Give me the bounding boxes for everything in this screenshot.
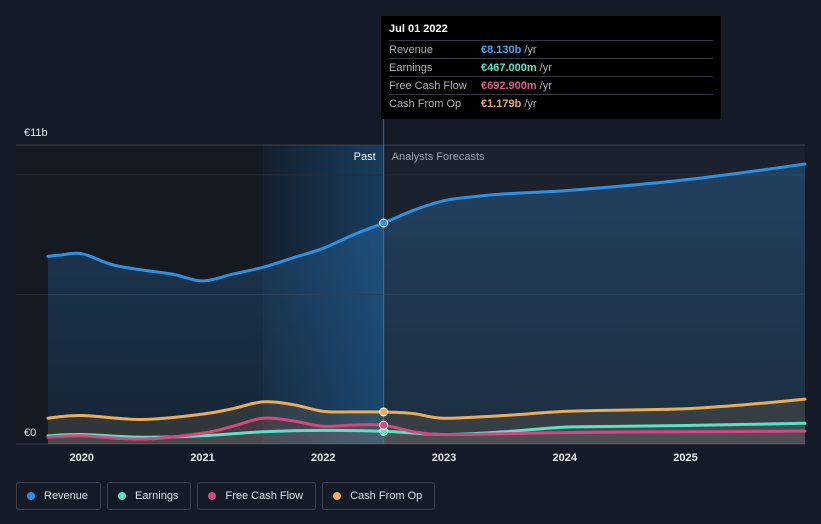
legend-dot-icon — [27, 492, 35, 500]
analysts-forecasts-label: Analysts Forecasts — [392, 151, 485, 163]
legend-item-revenue[interactable]: Revenue — [16, 482, 102, 510]
tooltip-series-name: Cash From Op — [389, 97, 462, 110]
tooltip-series-name: Free Cash Flow — [389, 79, 467, 92]
tooltip-row-earnings: Earnings €467.000m/yr — [389, 58, 713, 76]
legend-dot-icon — [118, 492, 127, 500]
legend-label: Free Cash Flow — [225, 490, 304, 502]
tooltip-series-unit: /yr — [524, 43, 537, 56]
legend-item-free-cash-flow[interactable]: Free Cash Flow — [197, 482, 317, 510]
cash-from-op-line — [46, 397, 807, 422]
hover-markers — [379, 218, 389, 436]
revenue-area — [48, 164, 805, 444]
earnings-area — [48, 423, 805, 444]
y-tick-label-max: €11b — [24, 127, 48, 139]
tooltip-series-value: €692.900m — [481, 79, 537, 92]
cash-from-op-marker — [379, 407, 389, 417]
legend-item-earnings[interactable]: Earnings — [107, 482, 192, 510]
tooltip-series-name: Revenue — [389, 43, 434, 56]
tooltip-row-cash-from-op: Cash From Op €1.179b/yr — [389, 94, 713, 112]
tooltip-series-value: €467.000m — [481, 61, 537, 74]
tooltip-series-unit: /yr — [539, 61, 552, 74]
data-tooltip: Jul 01 2022 Revenue €8.130b/yr Earnings €46… — [381, 16, 721, 119]
legend-label: Cash From Op — [350, 490, 423, 502]
revenue-marker — [379, 218, 389, 228]
tooltip-row-free-cash-flow: Free Cash Flow €692.900m/yr — [389, 76, 713, 94]
y-tick-label-min: €0 — [24, 427, 36, 439]
series-lines — [46, 162, 807, 441]
chart-legend: Revenue Earnings Free Cash Flow Cash From O… — [16, 482, 436, 510]
free-cash-flow-marker — [379, 420, 389, 430]
tooltip-series-value: €8.130b — [481, 43, 522, 56]
axes: 2020 2021 2022 2023 2024 2025 €11b €0 — [24, 127, 698, 464]
past-label: Past — [354, 151, 376, 163]
tooltip-date: Jul 01 2022 — [389, 23, 448, 35]
tooltip-row-revenue: Revenue €8.130b/yr — [389, 40, 713, 58]
revenue-line — [46, 162, 807, 283]
free-cash-flow-area — [48, 417, 805, 444]
x-tick-label: 2021 — [190, 452, 214, 464]
x-tick-label: 2022 — [311, 452, 335, 464]
legend-item-cash-from-op[interactable]: Cash From Op — [322, 482, 436, 510]
tooltip-series-name: Earnings — [389, 61, 433, 74]
legend-label: Revenue — [44, 490, 89, 502]
legend-dot-icon — [208, 492, 217, 500]
x-tick-label: 2020 — [70, 452, 94, 464]
legend-label: Earnings — [135, 490, 179, 502]
free-cash-flow-line — [46, 416, 807, 441]
x-tick-label: 2025 — [673, 452, 697, 464]
tooltip-series-unit: /yr — [539, 79, 552, 92]
x-tick-label: 2024 — [552, 452, 577, 464]
tooltip-series-value: €1.179b — [481, 97, 522, 110]
x-tick-label: 2023 — [432, 452, 456, 464]
legend-dot-icon — [333, 492, 342, 500]
tooltip-rows: Revenue €8.130b/yr Earnings €467.000m/yr Fre… — [389, 40, 713, 112]
tooltip-series-unit: /yr — [524, 97, 537, 110]
